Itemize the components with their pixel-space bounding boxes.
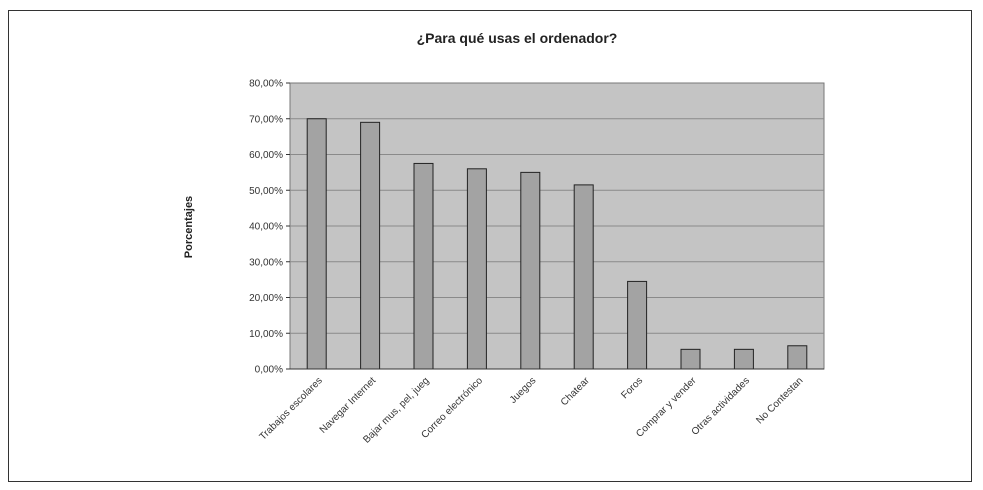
x-category-label: Otras actividades: [690, 375, 752, 437]
bar-2: [413, 162, 434, 370]
y-tick-label: 0,00%: [255, 365, 283, 376]
bar-9: [787, 345, 808, 370]
x-category-label: Trabajos escolares: [258, 375, 325, 442]
y-tick-label: 60,00%: [249, 150, 283, 161]
bar-4: [520, 171, 541, 370]
y-tick-label: 70,00%: [249, 114, 283, 125]
y-tick-label: 20,00%: [249, 293, 283, 304]
bar-3: [466, 168, 487, 370]
y-axis-ticks: 0,00% 10,00% 20,00% 30,00% 40,00% 50,00% 60,00…: [249, 79, 290, 376]
y-axis-label: Porcentajes: [183, 196, 195, 258]
bars: [306, 118, 808, 370]
y-tick-label: 50,00%: [249, 186, 283, 197]
x-category-label: Juegos: [508, 375, 539, 406]
y-tick-label: 40,00%: [249, 222, 283, 233]
bar-8: [733, 348, 754, 370]
x-category-label: Navegar Internet: [318, 375, 379, 436]
x-category-label: Foros: [619, 375, 645, 401]
bar-1: [360, 121, 381, 370]
bar-0: [306, 118, 327, 370]
x-category-label: No Contestan: [754, 375, 805, 426]
y-tick-label: 10,00%: [249, 329, 283, 340]
chart-title: ¿Para qué usas el ordenador?: [417, 30, 618, 46]
bar-6: [627, 280, 648, 370]
bar-5: [573, 184, 594, 370]
y-tick-label: 30,00%: [249, 257, 283, 268]
y-tick-label: 80,00%: [249, 79, 283, 90]
x-category-label: Chatear: [559, 375, 592, 408]
bar-7: [680, 348, 701, 370]
